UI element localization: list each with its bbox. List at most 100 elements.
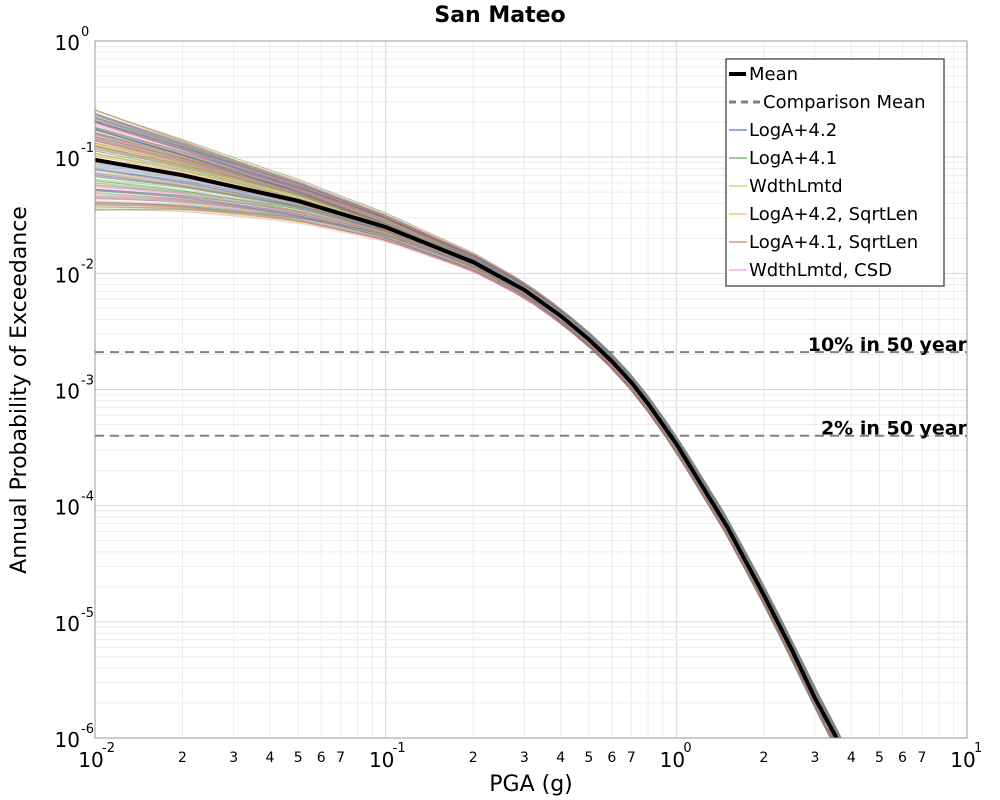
x-minor-tick-label: 6 [607, 750, 616, 766]
ensemble-curve [95, 161, 833, 738]
ensemble-curve [95, 169, 832, 738]
legend-label: Mean [749, 64, 798, 85]
legend-label: Comparison Mean [763, 92, 926, 113]
ensemble-curve [95, 208, 834, 738]
ensemble-curve [95, 178, 842, 738]
ensemble-curve [95, 209, 831, 738]
ensemble-curve [95, 116, 840, 738]
y-major-tick-label: 10 -2 [55, 257, 94, 287]
ensemble-curve [95, 124, 842, 738]
legend: Mean Comparison Mean LogA+4.2 LogA+4.1 WdthL… [725, 58, 945, 287]
ensemble-curve [95, 202, 831, 738]
ensemble-curve [95, 203, 834, 738]
ensemble-curve [95, 180, 834, 738]
ensemble-curve [95, 201, 833, 738]
ensemble-curve [95, 129, 841, 738]
ensemble-curve [95, 120, 841, 738]
ensemble-curve [95, 168, 832, 738]
x-minor-tick-label: 3 [520, 750, 529, 766]
x-minor-tick-label: 2 [469, 750, 478, 766]
ensemble-curve [95, 145, 842, 738]
x-minor-tick-label: 5 [875, 750, 884, 766]
y-tick-exponent: 0 [81, 25, 89, 40]
ensemble-curve [95, 133, 832, 738]
ensemble-curve [95, 112, 840, 738]
x-minor-tick-label: 6 [317, 750, 326, 766]
x-minor-tick-label: 2 [178, 750, 187, 766]
x-minor-tick-label: 4 [556, 750, 565, 766]
plot-area-frame [94, 40, 968, 739]
ensemble-curve [95, 206, 833, 738]
legend-label: LogA+4.2 [749, 120, 837, 141]
ensemble-curve [95, 145, 833, 738]
ensemble-curve [95, 197, 832, 738]
legend-item: LogA+4.2 [729, 120, 837, 141]
legend-item: LogA+4.1, SqrtLen [729, 232, 918, 253]
ensemble-curve [95, 113, 840, 738]
legend-item: LogA+4.1 [729, 148, 837, 169]
ensemble-curve [95, 186, 842, 738]
ensemble-curve [95, 145, 841, 738]
ensemble-curve [95, 165, 841, 738]
ensemble-curve [95, 206, 833, 738]
ensemble-curve [95, 117, 842, 738]
y-major-tick-label: 10 -1 [55, 141, 94, 171]
ensemble-curve [95, 169, 842, 738]
x-axis-label: PGA (g) [489, 772, 573, 797]
ensemble-curve [95, 141, 840, 738]
ensemble-curve [95, 204, 832, 738]
x-major-tick-label: 100 [660, 741, 692, 772]
ensemble-curve [95, 136, 841, 738]
ensemble-curve [95, 175, 841, 738]
ensemble-curve [95, 136, 841, 738]
ensemble-curve [95, 142, 842, 738]
ensemble-curve [95, 131, 842, 738]
ensemble-curve [95, 190, 842, 738]
y-major-tick-label: 10 -6 [55, 722, 94, 752]
ensemble-curve [95, 201, 834, 738]
x-minor-tick-label: 5 [584, 750, 593, 766]
reference-line-label: 2% in 50 year [821, 418, 968, 440]
y-tick-base: 10 [55, 380, 80, 404]
ensemble-curve [95, 131, 842, 738]
legend-item: WdthLmtd [729, 176, 843, 197]
x-minor-tick-label: 4 [847, 750, 856, 766]
x-tick-exponent: 0 [683, 741, 691, 756]
x-minor-tick-label: 7 [918, 750, 927, 766]
ensemble-curve [95, 201, 831, 738]
ensemble-curve [95, 166, 835, 738]
x-minor-tick-label: 7 [627, 750, 636, 766]
reference-lines: 10% in 50 year 2% in 50 year [95, 334, 968, 440]
x-minor-tick-label: 4 [266, 750, 275, 766]
ensemble-curve [95, 133, 840, 738]
y-tick-exponent: -4 [81, 490, 94, 505]
ensemble-curve [95, 114, 841, 738]
ensemble-curve [95, 119, 841, 738]
legend-item: LogA+4.2, SqrtLen [729, 204, 918, 225]
y-major-tick-label: 10 0 [55, 25, 90, 55]
y-tick-exponent: -1 [81, 141, 94, 156]
ensemble-curve [95, 122, 840, 738]
legend-item: WdthLmtd, CSD [729, 260, 892, 281]
ensemble-curve [95, 167, 834, 738]
ensemble-curve [95, 182, 834, 738]
ensemble-curve [95, 127, 841, 738]
ensemble-curve [95, 172, 841, 738]
ensemble-curve [95, 169, 833, 738]
ensemble-curve [95, 192, 833, 738]
ensemble-curve [95, 203, 834, 738]
ensemble-curve [95, 126, 842, 738]
ensemble-curve [95, 194, 832, 738]
mean-curve [95, 157, 839, 738]
ensemble-curve [95, 136, 842, 738]
y-major-tick-label: 10 -3 [55, 374, 94, 404]
y-tick-base: 10 [55, 496, 80, 520]
y-tick-base: 10 [55, 31, 80, 55]
ensemble-curve [95, 189, 832, 738]
ensemble-curve [95, 117, 840, 738]
ensemble-curve [95, 203, 832, 738]
legend-label: WdthLmtd, CSD [749, 260, 892, 281]
legend-label: LogA+4.2, SqrtLen [749, 204, 918, 225]
